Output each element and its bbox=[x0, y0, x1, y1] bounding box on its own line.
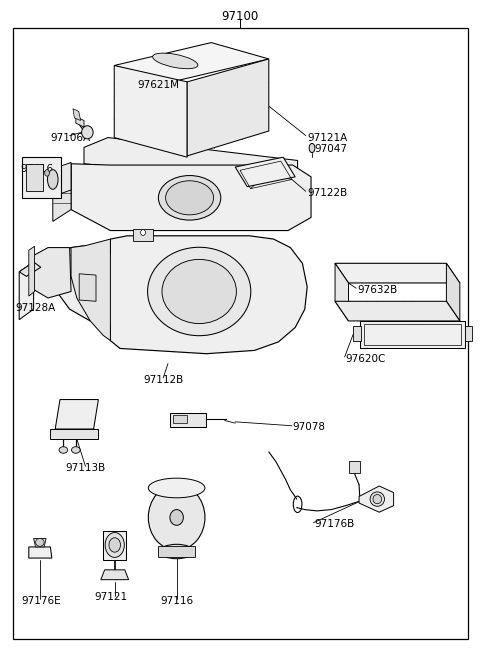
Text: 97106A: 97106A bbox=[50, 132, 91, 143]
Polygon shape bbox=[48, 236, 307, 354]
Polygon shape bbox=[101, 570, 129, 580]
Polygon shape bbox=[29, 246, 35, 296]
Text: 97116: 97116 bbox=[160, 596, 193, 607]
Ellipse shape bbox=[48, 170, 58, 189]
Polygon shape bbox=[335, 301, 460, 321]
Polygon shape bbox=[71, 164, 311, 231]
Polygon shape bbox=[19, 262, 34, 320]
Bar bbox=[353, 326, 361, 341]
Ellipse shape bbox=[158, 176, 221, 220]
Ellipse shape bbox=[166, 181, 214, 215]
Ellipse shape bbox=[36, 538, 44, 546]
Polygon shape bbox=[114, 66, 187, 157]
Polygon shape bbox=[79, 274, 96, 301]
Ellipse shape bbox=[148, 478, 205, 498]
Text: 97632B: 97632B bbox=[358, 284, 398, 295]
Text: 97128A: 97128A bbox=[15, 303, 56, 313]
Text: 97620C: 97620C bbox=[346, 354, 386, 364]
Ellipse shape bbox=[72, 447, 80, 453]
Bar bbox=[465, 326, 472, 341]
Polygon shape bbox=[187, 59, 269, 156]
Text: 97112B: 97112B bbox=[143, 375, 183, 385]
Bar bbox=[103, 531, 126, 560]
Ellipse shape bbox=[309, 143, 315, 153]
Text: 97121: 97121 bbox=[95, 592, 128, 603]
Bar bbox=[50, 429, 98, 439]
Ellipse shape bbox=[45, 170, 49, 176]
Ellipse shape bbox=[109, 538, 120, 552]
Ellipse shape bbox=[59, 447, 68, 453]
Polygon shape bbox=[114, 43, 269, 82]
Text: 97416: 97416 bbox=[20, 164, 53, 174]
Text: 97176E: 97176E bbox=[21, 595, 60, 606]
Text: 97100: 97100 bbox=[221, 10, 259, 23]
Polygon shape bbox=[53, 164, 71, 221]
Polygon shape bbox=[34, 248, 71, 298]
Text: 97176B: 97176B bbox=[314, 519, 355, 529]
Polygon shape bbox=[34, 538, 46, 547]
Text: 97121A: 97121A bbox=[307, 132, 348, 143]
Bar bbox=[26, 164, 43, 191]
Text: 97047: 97047 bbox=[314, 144, 348, 155]
Text: 97078: 97078 bbox=[293, 422, 326, 432]
Polygon shape bbox=[71, 239, 110, 341]
Ellipse shape bbox=[370, 492, 384, 506]
Polygon shape bbox=[19, 262, 41, 276]
Polygon shape bbox=[84, 138, 298, 183]
Ellipse shape bbox=[148, 485, 205, 550]
Polygon shape bbox=[235, 157, 295, 187]
Polygon shape bbox=[29, 547, 52, 558]
Bar bbox=[133, 229, 153, 241]
Polygon shape bbox=[55, 400, 98, 429]
Polygon shape bbox=[335, 263, 460, 283]
Text: 97621M: 97621M bbox=[137, 80, 180, 90]
Bar bbox=[349, 461, 360, 473]
Ellipse shape bbox=[162, 259, 236, 324]
Polygon shape bbox=[335, 263, 348, 321]
Text: 97122B: 97122B bbox=[307, 188, 348, 198]
Ellipse shape bbox=[159, 544, 194, 559]
Ellipse shape bbox=[153, 53, 198, 69]
Polygon shape bbox=[76, 117, 84, 127]
Polygon shape bbox=[170, 413, 206, 427]
Bar bbox=[173, 415, 187, 423]
Polygon shape bbox=[360, 321, 465, 348]
Ellipse shape bbox=[105, 533, 124, 557]
Ellipse shape bbox=[141, 230, 145, 235]
Polygon shape bbox=[446, 263, 460, 321]
Polygon shape bbox=[53, 162, 71, 196]
Ellipse shape bbox=[170, 510, 183, 525]
Polygon shape bbox=[73, 109, 81, 121]
Bar bbox=[22, 157, 61, 198]
Ellipse shape bbox=[373, 495, 382, 504]
Ellipse shape bbox=[148, 247, 251, 335]
Ellipse shape bbox=[82, 126, 93, 139]
Text: 97113B: 97113B bbox=[65, 463, 106, 474]
Polygon shape bbox=[359, 486, 394, 512]
Bar bbox=[158, 546, 195, 557]
